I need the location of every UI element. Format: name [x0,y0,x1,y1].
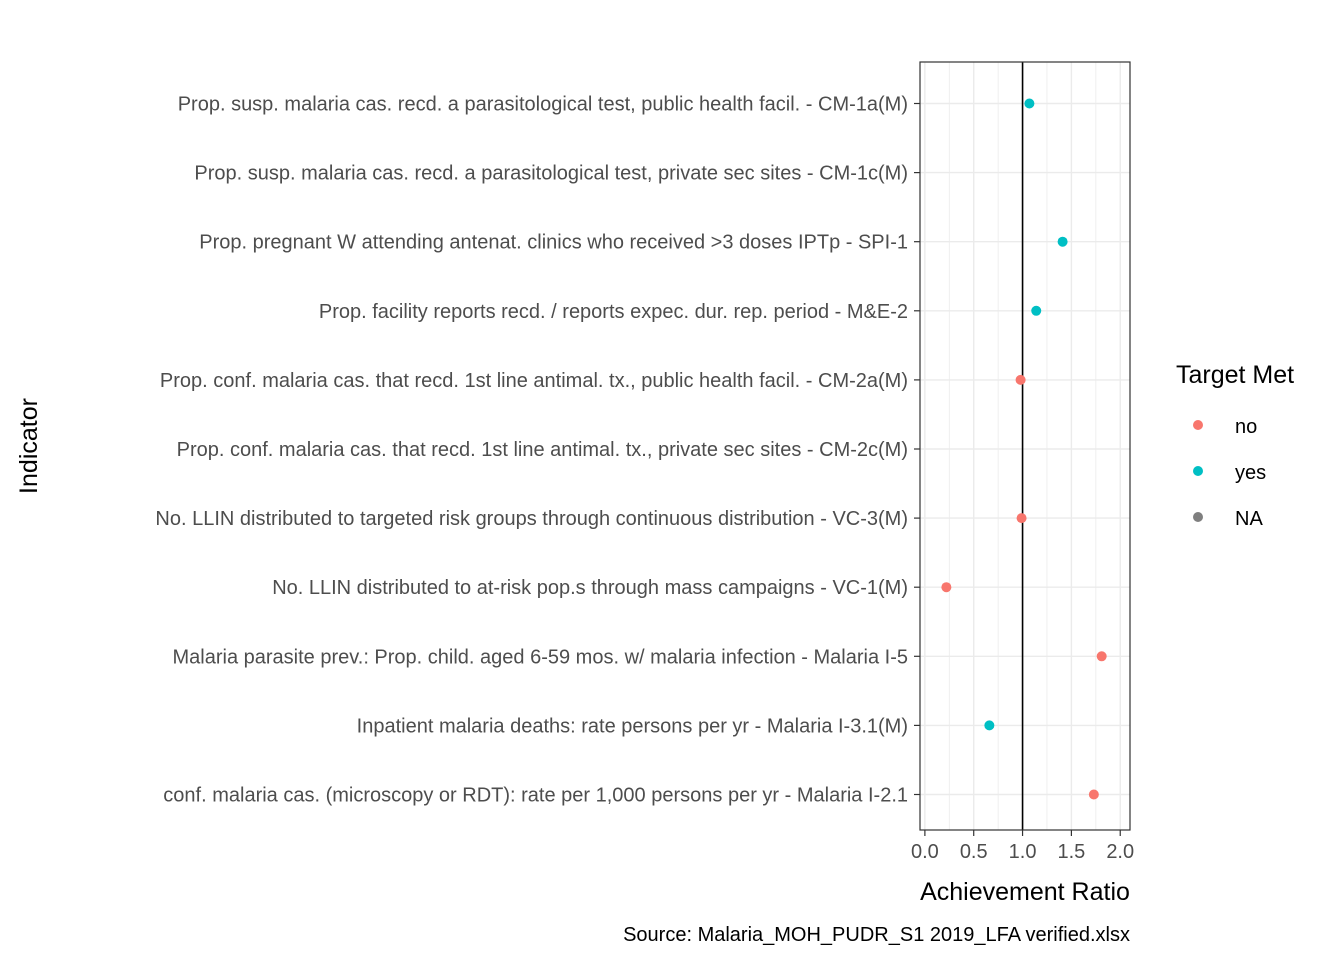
data-points [941,98,1107,800]
y-axis-title: Indicator [15,398,43,494]
data-point [984,720,995,731]
legend-label: NA [1235,508,1263,530]
y-tick-label: No. LLIN distributed to targeted risk gr… [155,508,908,530]
legend-title: Target Met [1176,361,1294,389]
legend-label: yes [1235,462,1266,484]
x-tick-label: 1.0 [1009,841,1037,863]
y-tick-label: Prop. pregnant W attending antenat. clin… [199,232,908,254]
y-tick-label: Prop. susp. malaria cas. recd. a parasit… [194,163,908,185]
data-point [1024,98,1035,109]
legend-key [1193,512,1203,522]
y-tick-label: Prop. susp. malaria cas. recd. a parasit… [178,94,908,116]
caption: Source: Malaria_MOH_PUDR_S1 2019_LFA ver… [623,924,1130,946]
legend-key [1193,420,1203,430]
data-point [941,582,952,593]
x-tick-label: 1.5 [1057,841,1085,863]
y-tick-label: Prop. facility reports recd. / reports e… [319,301,908,323]
x-tick-label: 0.0 [911,841,939,863]
data-point [1057,236,1068,247]
data-point [1088,789,1099,800]
data-point [1016,513,1027,524]
y-tick-label: Prop. conf. malaria cas. that recd. 1st … [160,370,908,392]
legend: Target Met no yes NA [1176,361,1294,530]
x-tick-label: 2.0 [1106,841,1134,863]
data-point [1031,305,1042,316]
data-point [1096,651,1107,662]
x-tick-label: 0.5 [960,841,988,863]
y-tick-label: Prop. conf. malaria cas. that recd. 1st … [177,439,908,461]
data-point [1015,374,1026,385]
y-tick-label: Inpatient malaria deaths: rate persons p… [357,715,908,737]
legend-key [1193,466,1203,476]
panel-border [919,61,1131,831]
y-axis-ticks: Prop. susp. malaria cas. recd. a parasit… [155,94,920,807]
legend-label: no [1235,416,1257,438]
grid [920,62,1130,830]
y-tick-label: conf. malaria cas. (microscopy or RDT): … [163,785,908,807]
y-tick-label: Malaria parasite prev.: Prop. child. age… [173,646,909,668]
x-axis-ticks: 0.0 0.5 1.0 1.5 2.0 [911,830,1134,863]
x-axis-title: Achievement Ratio [920,878,1130,906]
y-tick-label: No. LLIN distributed to at-risk pop.s th… [272,577,908,599]
